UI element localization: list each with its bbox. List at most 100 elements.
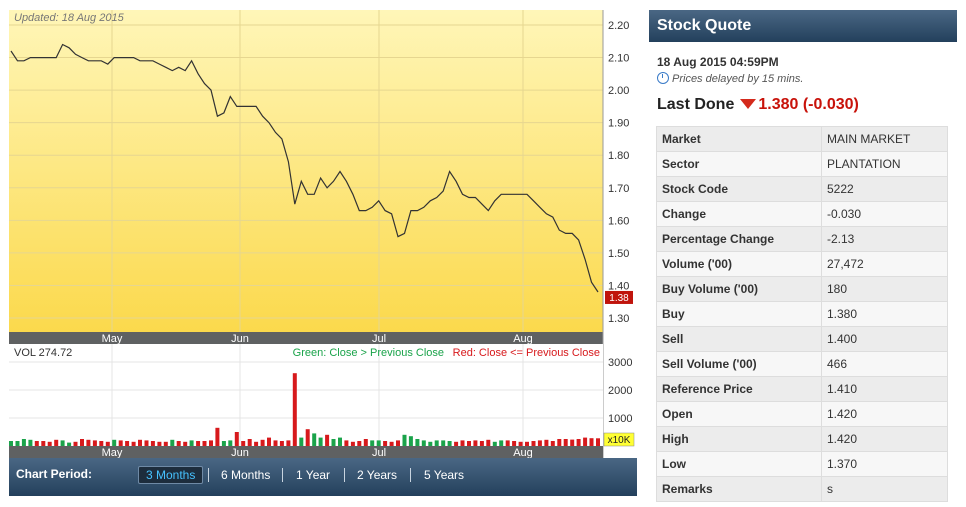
- volume-bar: [370, 440, 375, 446]
- volume-bar: [99, 441, 104, 446]
- volume-bar: [54, 439, 59, 446]
- volume-bar: [312, 433, 317, 446]
- volume-bar: [357, 441, 362, 446]
- price-delay-note: Prices delayed by 15 mins.: [657, 72, 803, 85]
- volume-bar: [286, 440, 291, 446]
- quote-row: Remarks s: [656, 476, 948, 502]
- volume-value-label: VOL 274.72: [14, 347, 72, 359]
- legend-green-text: Green: Close > Previous Close: [293, 347, 444, 359]
- volume-bar: [118, 440, 123, 446]
- volume-unit-text: x10K: [608, 435, 631, 446]
- volume-bar: [305, 429, 310, 446]
- price-tick-label: 2.20: [608, 20, 629, 32]
- volume-bar: [131, 441, 136, 446]
- volume-bar: [228, 440, 233, 446]
- volume-bar: [376, 440, 381, 446]
- quote-row: Reference Price 1.410: [656, 376, 948, 402]
- month-label: May: [102, 447, 123, 458]
- quote-row-label: Low: [656, 451, 822, 477]
- volume-bar: [492, 441, 497, 446]
- quote-row: Stock Code 5222: [656, 176, 948, 202]
- volume-bar: [21, 439, 26, 446]
- price-tick-label: 2.10: [608, 53, 629, 65]
- quote-row: Sell Volume ('00) 466: [656, 351, 948, 377]
- volume-bar: [350, 441, 355, 446]
- period-2-years-button[interactable]: 2 Years: [357, 468, 398, 482]
- volume-tick-label: 1000: [608, 413, 632, 425]
- month-label: Jun: [231, 333, 249, 345]
- quote-row: Buy 1.380: [656, 301, 948, 327]
- volume-bar: [41, 441, 46, 446]
- volume-bar: [234, 432, 239, 446]
- volume-bar: [292, 373, 297, 446]
- quote-row-value: 1.400: [821, 326, 948, 352]
- period-1-year-button[interactable]: 1 Year: [296, 468, 331, 482]
- volume-bar: [408, 436, 413, 446]
- last-done-value: 1.380 (-0.030): [758, 96, 859, 113]
- volume-bar: [318, 437, 323, 446]
- volume-bar: [215, 427, 220, 446]
- volume-bar: [34, 441, 39, 446]
- volume-bar: [460, 440, 465, 446]
- volume-bar: [86, 439, 91, 446]
- volume-bar: [105, 441, 110, 446]
- volume-bar: [415, 439, 420, 446]
- volume-bar: [183, 441, 188, 446]
- last-done-label: Last Done: [657, 96, 735, 113]
- month-label: Aug: [513, 447, 533, 458]
- volume-bar: [15, 441, 20, 446]
- volume-bar: [125, 441, 130, 446]
- quote-row: Sector PLANTATION: [656, 151, 948, 177]
- volume-bar: [531, 441, 536, 446]
- last-price-badge: [605, 290, 633, 304]
- chart-updated-text: Updated: 18 Aug 2015: [14, 12, 125, 24]
- volume-bar: [596, 438, 600, 446]
- volume-bar: [279, 441, 284, 446]
- quote-row-value: -2.13: [821, 226, 948, 252]
- quote-row-label: Buy Volume ('00): [656, 276, 822, 302]
- volume-bar: [563, 439, 568, 446]
- volume-bar: [92, 440, 97, 446]
- stock-quote-title: Stock Quote: [649, 10, 957, 42]
- volume-bar: [267, 437, 271, 446]
- volume-bar: [454, 441, 459, 446]
- volume-bar: [467, 441, 471, 446]
- quote-row-label: Reference Price: [656, 376, 822, 402]
- quote-row-label: Market: [656, 126, 822, 152]
- legend-red-text: Red: Close <= Previous Close: [453, 347, 600, 359]
- volume-bar: [537, 440, 542, 446]
- volume-bar: [544, 439, 549, 446]
- month-axis-bar: [9, 332, 603, 344]
- period-separator: [344, 468, 345, 482]
- volume-bar: [441, 440, 446, 446]
- down-arrow-icon: [740, 99, 757, 109]
- volume-bar: [189, 440, 194, 446]
- volume-bar: [525, 441, 529, 446]
- quote-row-value: MAIN MARKET: [821, 126, 948, 152]
- price-tick-label: 1.60: [608, 215, 629, 227]
- price-delay-text: Prices delayed by 15 mins.: [672, 73, 804, 85]
- volume-bar: [518, 441, 523, 446]
- volume-bar: [499, 440, 504, 446]
- period-6-months-button[interactable]: 6 Months: [221, 468, 271, 482]
- quote-details-table: Market MAIN MARKET Sector PLANTATION Stock C…: [656, 126, 948, 502]
- volume-bar: [344, 440, 349, 446]
- period-separator: [282, 468, 283, 482]
- period-5-years-button[interactable]: 5 Years: [424, 468, 465, 482]
- quote-timestamp: 18 Aug 2015 04:59PM: [657, 55, 779, 69]
- last-done: Last Done 1.380 (-0.030): [657, 96, 859, 114]
- month-axis-bar-bottom: [9, 446, 603, 458]
- volume-bar: [150, 441, 155, 446]
- volume-bar: [170, 439, 175, 446]
- quote-row: Market MAIN MARKET: [656, 126, 948, 152]
- volume-bar: [486, 439, 491, 446]
- volume-bar: [505, 440, 510, 446]
- quote-row-value: 5222: [821, 176, 948, 202]
- volume-bar: [196, 441, 201, 446]
- volume-bar: [389, 441, 394, 446]
- volume-bar: [512, 441, 517, 446]
- period-3-months-button[interactable]: 3 Months: [138, 466, 204, 484]
- quote-row: Change -0.030: [656, 201, 948, 227]
- quote-row-value: -0.030: [821, 201, 948, 227]
- volume-bar: [550, 441, 555, 446]
